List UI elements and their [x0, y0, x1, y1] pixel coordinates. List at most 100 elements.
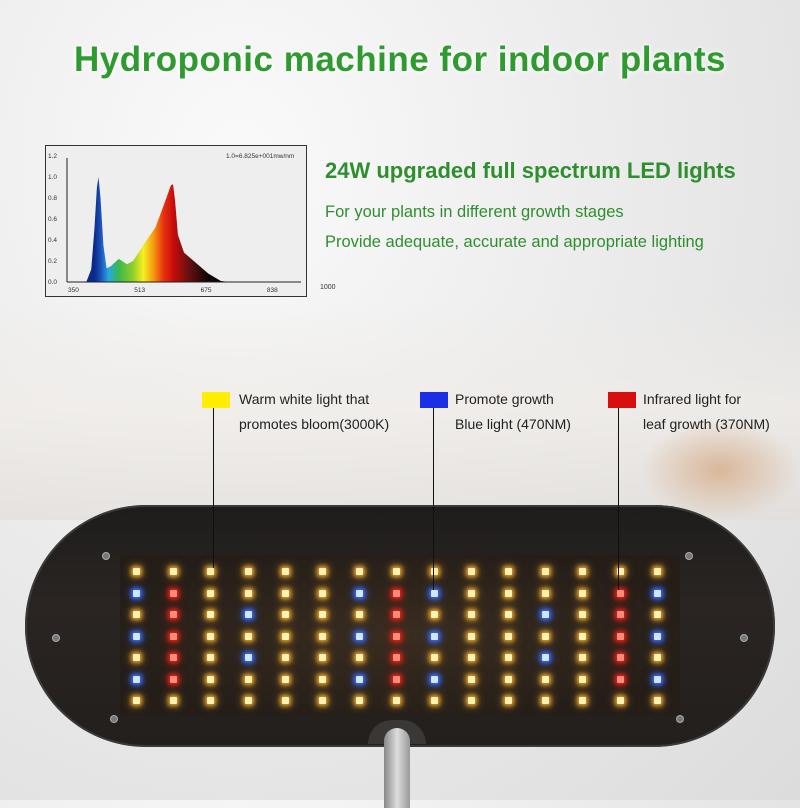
led-warm-white — [319, 589, 326, 597]
legend-line: Warm white light that — [239, 391, 370, 407]
led-blue — [653, 675, 661, 683]
led-warm-white — [505, 697, 512, 704]
led-warm-white — [430, 697, 438, 704]
led-blue — [133, 589, 140, 597]
led-warm-white — [281, 611, 289, 618]
led-warm-white — [207, 611, 215, 618]
led-warm-white — [653, 654, 661, 661]
led-warm-white — [207, 697, 215, 704]
led-warm-white — [281, 568, 289, 575]
led-warm-white — [319, 654, 326, 661]
chart-annotation: 1.0=6.825e+001mw/nm — [226, 153, 294, 160]
led-warm-white — [207, 568, 215, 575]
x-tick: 838 — [267, 287, 278, 294]
y-tick: 1.2 — [48, 153, 57, 160]
led-warm-white — [356, 611, 364, 618]
led-warm-white — [133, 697, 140, 704]
led-red — [170, 654, 178, 661]
led-red — [393, 611, 401, 618]
y-tick: 0.0 — [48, 279, 57, 286]
led-red — [170, 632, 178, 640]
warm-white-swatch — [202, 392, 230, 408]
led-warm-white — [467, 611, 475, 618]
led-warm-white — [467, 589, 475, 597]
legend-warm-white: Warm white light that promotes bloom(300… — [239, 387, 389, 437]
legend-red: Infrared light for leaf growth (370NM) — [643, 387, 770, 437]
led-red — [393, 654, 401, 661]
led-warm-white — [170, 568, 178, 575]
screw — [52, 634, 60, 642]
led-blue — [244, 654, 252, 661]
led-red — [616, 611, 624, 618]
page-title: Hydroponic machine for indoor plants — [74, 40, 726, 79]
y-tick: 1.0 — [48, 174, 57, 181]
led-red — [170, 675, 178, 683]
led-warm-white — [579, 632, 587, 640]
led-warm-white — [319, 568, 326, 575]
led-warm-white — [133, 654, 140, 661]
led-warm-white — [505, 611, 512, 618]
legend-line: leaf growth (370NM) — [643, 416, 770, 432]
led-warm-white — [393, 697, 401, 704]
led-blue — [542, 654, 550, 661]
led-blue — [356, 632, 364, 640]
led-warm-white — [207, 654, 215, 661]
led-blue — [430, 589, 438, 597]
led-warm-white — [542, 697, 550, 704]
led-warm-white — [505, 632, 512, 640]
led-red — [393, 632, 401, 640]
led-warm-white — [505, 568, 512, 575]
led-red — [616, 675, 624, 683]
led-warm-white — [505, 675, 512, 683]
led-warm-white — [133, 568, 140, 575]
led-warm-white — [467, 654, 475, 661]
led-warm-white — [207, 589, 215, 597]
led-warm-white — [319, 675, 326, 683]
led-blue — [133, 632, 140, 640]
pointer-line-warm — [213, 408, 214, 568]
led-red — [616, 654, 624, 661]
y-tick: 0.6 — [48, 216, 57, 223]
led-warm-white — [430, 611, 438, 618]
led-warm-white — [505, 654, 512, 661]
led-warm-white — [579, 675, 587, 683]
screw — [740, 634, 748, 642]
led-warm-white — [467, 675, 475, 683]
lamp-stem — [384, 728, 410, 808]
led-warm-white — [393, 568, 401, 575]
led-warm-white — [281, 589, 289, 597]
led-warm-white — [319, 697, 326, 704]
led-warm-white — [281, 675, 289, 683]
x-tick: 675 — [201, 287, 212, 294]
led-blue — [653, 589, 661, 597]
led-warm-white — [244, 697, 252, 704]
led-warm-white — [542, 675, 550, 683]
led-warm-white — [207, 675, 215, 683]
led-warm-white — [207, 632, 215, 640]
screw — [102, 552, 110, 560]
x-tick: 350 — [68, 287, 79, 294]
led-warm-white — [430, 654, 438, 661]
led-warm-white — [579, 697, 587, 704]
pointer-line-red — [618, 408, 619, 590]
led-warm-white — [542, 632, 550, 640]
y-tick: 0.4 — [48, 237, 57, 244]
screw — [110, 715, 118, 723]
led-warm-white — [579, 654, 587, 661]
led-warm-white — [356, 568, 364, 575]
led-warm-white — [542, 568, 550, 575]
led-blue — [356, 675, 364, 683]
led-red — [616, 589, 624, 597]
y-tick: 0.8 — [48, 195, 57, 202]
led-blue — [430, 632, 438, 640]
blue-swatch — [420, 392, 448, 408]
led-warm-white — [505, 589, 512, 597]
legend-line: Infrared light for — [643, 391, 742, 407]
led-warm-white — [616, 568, 624, 575]
led-blue — [430, 675, 438, 683]
led-warm-white — [244, 568, 252, 575]
y-tick: 0.2 — [48, 258, 57, 265]
screw — [676, 715, 684, 723]
led-warm-white — [281, 632, 289, 640]
led-red — [170, 611, 178, 618]
